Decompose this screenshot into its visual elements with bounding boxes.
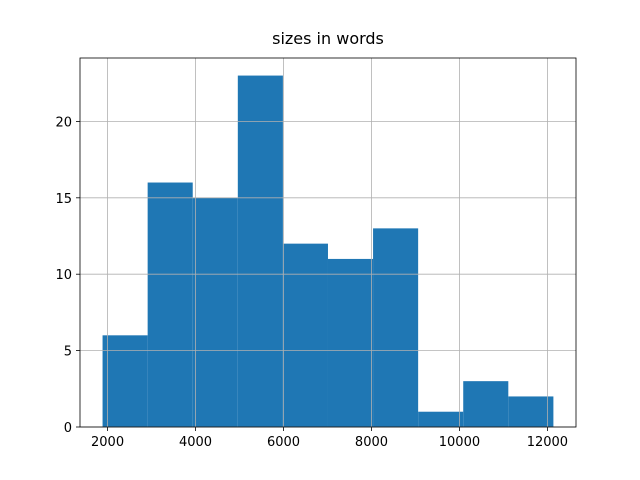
x-tick-label: 12000 bbox=[527, 435, 568, 450]
bar bbox=[508, 396, 554, 427]
bar bbox=[463, 381, 509, 427]
y-tick-label: 20 bbox=[55, 115, 72, 130]
chart-title: sizes in words bbox=[272, 29, 384, 48]
x-tick-label: 2000 bbox=[91, 435, 124, 450]
bar bbox=[373, 228, 419, 427]
x-tick-label: 8000 bbox=[355, 435, 388, 450]
bar bbox=[192, 197, 238, 427]
x-tick-label: 10000 bbox=[439, 435, 480, 450]
y-tick-label: 5 bbox=[64, 345, 72, 360]
bar bbox=[282, 243, 328, 427]
bar bbox=[418, 411, 464, 427]
x-tick-label: 4000 bbox=[179, 435, 212, 450]
bar bbox=[102, 335, 148, 427]
bar bbox=[237, 75, 283, 428]
axes-frame bbox=[79, 57, 577, 428]
x-tick-label: 6000 bbox=[267, 435, 300, 450]
y-tick-label: 10 bbox=[55, 268, 72, 283]
bar bbox=[147, 182, 193, 427]
y-tick-label: 15 bbox=[55, 192, 72, 207]
bar bbox=[327, 258, 374, 427]
y-tick-label: 0 bbox=[64, 421, 72, 436]
